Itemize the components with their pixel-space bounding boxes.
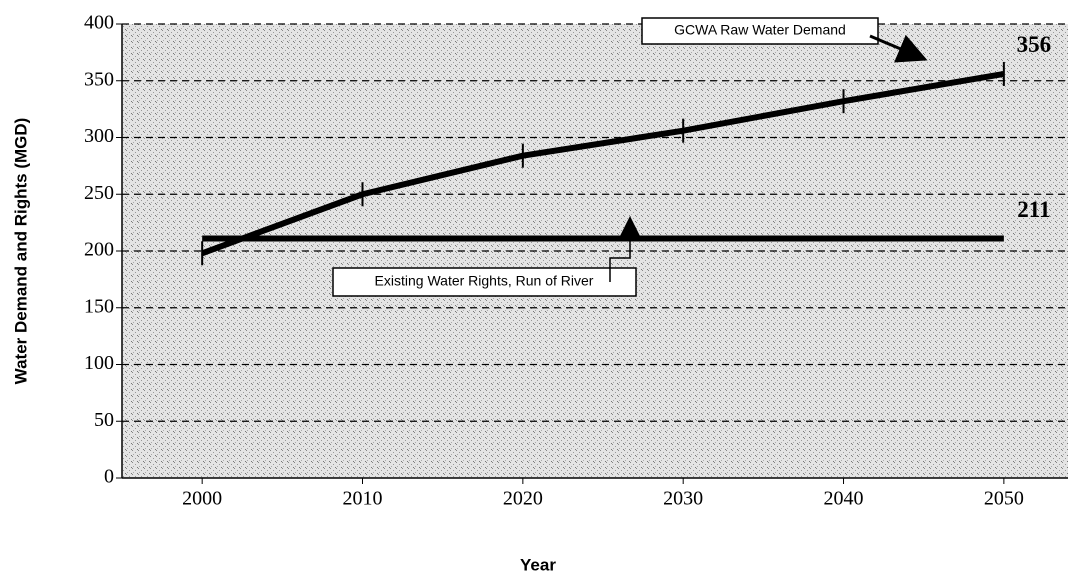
data-label: 211 bbox=[1017, 197, 1050, 222]
annotation: GCWA Raw Water Demand bbox=[674, 22, 846, 38]
y-tick-label: 100 bbox=[84, 352, 114, 374]
annotation-arrow bbox=[869, 34, 928, 63]
y-tick-label: 400 bbox=[84, 12, 114, 34]
x-tick-label: 2010 bbox=[343, 488, 383, 510]
series-line bbox=[201, 70, 1005, 257]
y-axis-title: Water Demand and Rights (MGD) bbox=[11, 118, 30, 385]
x-axis-title: Year bbox=[520, 555, 556, 574]
y-tick-label: 350 bbox=[84, 68, 114, 90]
annotation: Existing Water Rights, Run of River bbox=[375, 273, 594, 289]
x-tick-label: 2040 bbox=[824, 488, 864, 510]
data-label: 356 bbox=[1017, 32, 1052, 57]
annotation-arrow bbox=[609, 226, 631, 282]
y-tick-label: 150 bbox=[84, 295, 114, 317]
arrow-head bbox=[620, 216, 640, 236]
annotation-box bbox=[332, 267, 637, 297]
x-tick-label: 2000 bbox=[182, 488, 222, 510]
y-tick-label: 0 bbox=[104, 466, 114, 488]
x-tick-label: 2030 bbox=[663, 488, 703, 510]
annotation-box bbox=[641, 17, 879, 45]
y-tick-label: 300 bbox=[84, 125, 114, 147]
x-tick-label: 2020 bbox=[503, 488, 543, 510]
y-tick-label: 200 bbox=[84, 239, 114, 261]
y-tick-label: 250 bbox=[84, 182, 114, 204]
x-tick-label: 2050 bbox=[984, 488, 1024, 510]
y-tick-label: 50 bbox=[94, 409, 114, 431]
